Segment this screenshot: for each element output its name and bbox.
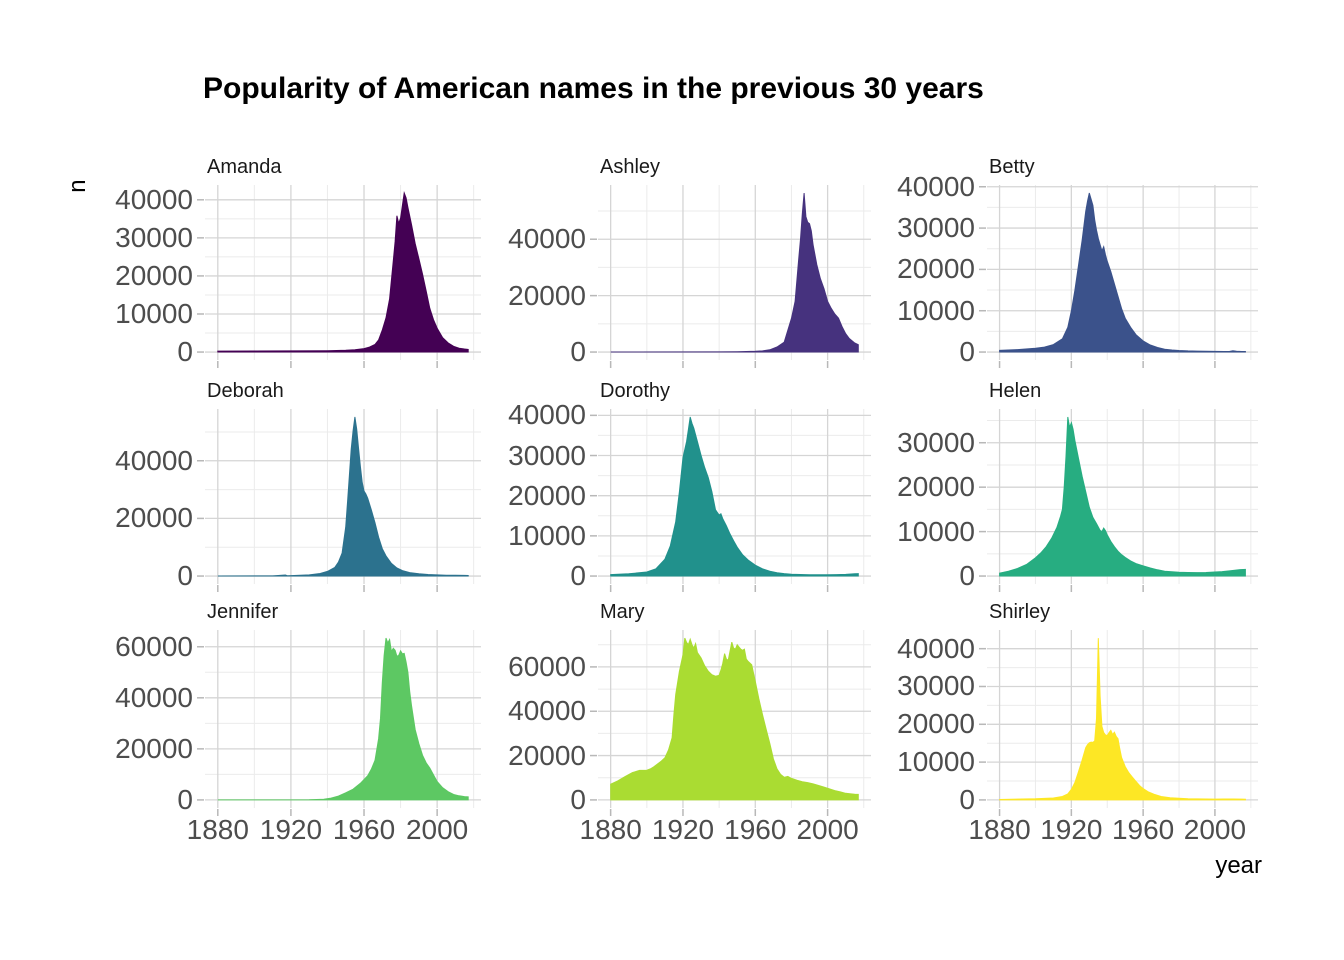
facet-panel <box>197 185 481 368</box>
facet-strip-label: Amanda <box>207 156 282 178</box>
area-series <box>610 192 859 353</box>
x-tick-label: 1960 <box>724 814 787 845</box>
x-tick-label: 1960 <box>332 814 396 845</box>
y-tick-label: 40000 <box>897 632 975 664</box>
y-tick-label: 40000 <box>115 183 193 215</box>
area-series <box>217 637 469 801</box>
y-tick-label: 0 <box>177 336 193 368</box>
facet-strip-label: Betty <box>989 156 1035 178</box>
facet-panel <box>590 630 871 816</box>
y-tick-label: 40000 <box>897 170 975 202</box>
facet-strip-label: Dorothy <box>600 380 671 402</box>
facet-strip-label: Helen <box>989 380 1042 402</box>
y-tick-label: 20000 <box>508 279 586 311</box>
x-tick-label: 2000 <box>1183 814 1247 845</box>
facet-helen: Helen 0 10000 20000 30000 <box>897 380 1258 592</box>
facet-strip-label: Mary <box>600 601 645 623</box>
facet-deborah: Deborah 0 20000 40000 <box>115 380 481 592</box>
y-tick-label: 20000 <box>897 471 975 503</box>
y-tick-label: 20000 <box>897 708 975 740</box>
facet-panel <box>590 185 871 368</box>
facet-strip-label: Deborah <box>207 380 284 402</box>
y-tick-label: 0 <box>177 783 193 815</box>
facet-panel <box>590 409 871 592</box>
x-tick-label: 1920 <box>259 814 323 845</box>
facet-panel <box>197 630 481 816</box>
y-tick-label: 10000 <box>897 746 975 778</box>
area-series <box>217 416 469 577</box>
area-series <box>999 192 1246 353</box>
x-tick-label: 1920 <box>651 814 715 845</box>
facet-jennifer: Jennifer 0 20000 40000 60000 1880 1920 1960 200… <box>115 601 481 845</box>
facet-strip-label: Jennifer <box>207 601 279 623</box>
area-series <box>999 638 1246 801</box>
facet-panel <box>197 409 481 592</box>
y-tick-label: 20000 <box>508 739 586 771</box>
y-tick-label: 60000 <box>115 630 193 662</box>
x-axis-title: year <box>1215 852 1262 879</box>
y-axis-title: n <box>64 179 91 193</box>
y-tick-label: 30000 <box>897 212 975 244</box>
y-tick-label: 20000 <box>115 502 193 534</box>
y-tick-label: 0 <box>177 560 193 592</box>
y-tick-label: 0 <box>959 336 975 368</box>
y-tick-label: 40000 <box>508 223 586 255</box>
facet-panel <box>979 409 1258 592</box>
x-tick-label: 2000 <box>405 814 469 845</box>
y-tick-label: 20000 <box>508 479 586 511</box>
y-tick-label: 0 <box>570 783 586 815</box>
y-tick-label: 20000 <box>897 253 975 285</box>
y-tick-label: 40000 <box>115 681 193 713</box>
facet-ashley: Ashley 0 20000 40000 <box>508 156 871 368</box>
facet-strip-label: Ashley <box>600 156 661 178</box>
y-tick-label: 30000 <box>115 221 193 253</box>
area-series <box>610 637 859 801</box>
y-tick-label: 10000 <box>508 519 586 551</box>
x-tick-label: 1880 <box>968 814 1031 845</box>
x-tick-label: 1880 <box>579 814 642 845</box>
facet-shirley: Shirley 0 10000 20000 30000 40000 1880 1920 196… <box>897 601 1258 845</box>
y-tick-label: 10000 <box>115 297 193 329</box>
facet-strip-label: Shirley <box>989 601 1051 623</box>
facet-mary: Mary 0 20000 40000 60000 1880 1920 1960 2000 <box>508 601 871 845</box>
y-tick-label: 0 <box>570 560 586 592</box>
y-tick-label: 30000 <box>897 670 975 702</box>
y-tick-label: 30000 <box>508 439 586 471</box>
y-tick-label: 20000 <box>115 732 193 764</box>
facet-dorothy: Dorothy 0 10000 20000 30000 40000 <box>508 380 871 592</box>
facet-panel <box>979 185 1258 368</box>
area-series <box>610 416 859 577</box>
x-tick-label: 1920 <box>1040 814 1103 845</box>
y-tick-label: 0 <box>570 336 586 368</box>
x-tick-label: 2000 <box>796 814 859 845</box>
area-series <box>999 416 1246 577</box>
y-tick-label: 20000 <box>115 259 193 291</box>
y-tick-label: 40000 <box>115 444 193 476</box>
facet-betty: Betty 0 10000 20000 30000 40000 <box>897 156 1258 368</box>
y-tick-label: 0 <box>959 783 975 815</box>
x-tick-label: 1880 <box>186 814 249 845</box>
chart-title: Popularity of American names in the prev… <box>203 72 984 105</box>
y-tick-label: 10000 <box>897 515 975 547</box>
x-tick-label: 1960 <box>1111 814 1175 845</box>
y-tick-label: 10000 <box>897 294 975 326</box>
facet-panel <box>979 630 1258 816</box>
facet-amanda: Amanda 0 10000 20000 30000 40000 <box>115 156 481 368</box>
y-tick-label: 40000 <box>508 399 586 431</box>
y-tick-label: 0 <box>959 560 975 592</box>
y-tick-label: 30000 <box>897 426 975 458</box>
area-series <box>217 191 469 353</box>
y-tick-label: 40000 <box>508 695 586 727</box>
y-tick-label: 60000 <box>508 650 586 682</box>
